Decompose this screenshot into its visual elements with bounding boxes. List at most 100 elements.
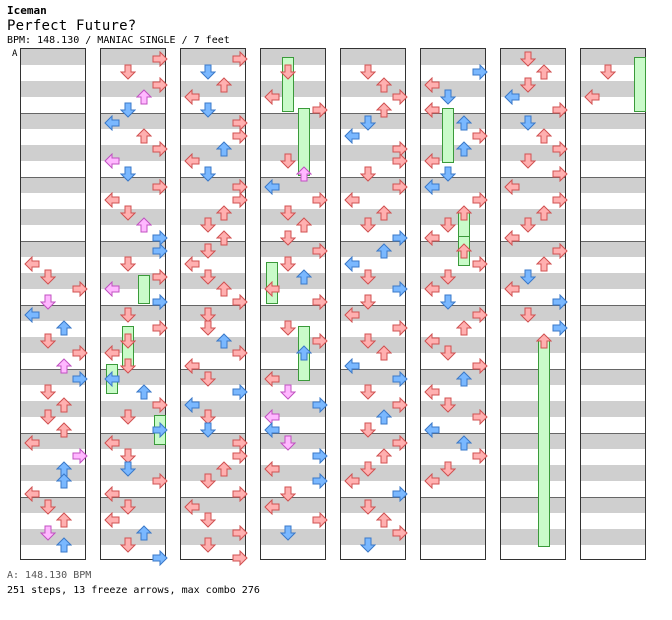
step-arrow-up-icon	[456, 204, 472, 221]
step-arrow-left-icon	[24, 486, 40, 503]
step-arrow-left-icon	[424, 230, 440, 247]
measure-line	[421, 369, 485, 370]
step-arrow-down-icon	[360, 217, 376, 234]
step-arrow-up-icon	[456, 435, 472, 451]
step-arrow-left-icon	[424, 153, 440, 170]
step-arrow-left-icon	[424, 102, 440, 119]
step-arrow-up-icon	[56, 320, 72, 336]
step-arrow-left-icon	[104, 153, 120, 170]
step-arrow-up-icon	[536, 332, 552, 349]
chart-column-6	[420, 48, 488, 560]
column-label: A	[12, 49, 18, 59]
measure-line	[421, 497, 485, 498]
step-arrow-right-icon	[472, 358, 488, 375]
step-arrow-down-icon	[200, 512, 216, 528]
step-arrow-down-icon	[280, 525, 296, 541]
step-arrow-down-icon	[440, 397, 456, 413]
step-arrow-left-icon	[264, 422, 280, 439]
measure-line	[501, 305, 565, 306]
step-arrow-down-icon	[280, 153, 296, 170]
step-arrow-down-icon	[280, 435, 296, 451]
step-arrow-up-icon	[216, 460, 232, 477]
measure-line	[421, 177, 485, 178]
chart-column-1	[20, 48, 88, 560]
step-arrow-left-icon	[424, 383, 440, 400]
step-arrow-down-icon	[200, 243, 216, 259]
measure-line	[181, 433, 245, 434]
step-arrow-left-icon	[24, 255, 40, 272]
measure-line	[341, 369, 405, 370]
measure-line	[21, 433, 85, 434]
step-arrow-up-icon	[456, 371, 472, 387]
step-arrow-left-icon	[424, 281, 440, 298]
step-arrow-left-icon	[264, 179, 280, 195]
measure-line	[101, 177, 165, 178]
step-arrow-right-icon	[552, 294, 568, 311]
measure-line	[421, 241, 485, 242]
step-arrow-down-icon	[440, 166, 456, 182]
step-arrow-down-icon	[120, 499, 136, 515]
step-arrow-right-icon	[392, 89, 408, 106]
measure-line	[21, 241, 85, 242]
step-arrow-up-icon	[376, 512, 392, 528]
step-arrow-down-icon	[200, 371, 216, 387]
step-arrow-down-icon	[200, 537, 216, 554]
step-arrow-right-icon	[552, 140, 568, 157]
measure-line	[261, 177, 325, 178]
freeze-arrow	[442, 108, 454, 164]
step-arrow-down-icon	[520, 115, 536, 131]
measure-line	[581, 305, 645, 306]
measure-line	[181, 241, 245, 242]
measure-line	[501, 369, 565, 370]
measure-line	[261, 433, 325, 434]
step-arrow-down-icon	[200, 102, 216, 118]
step-arrow-left-icon	[184, 396, 200, 413]
chart-column-4	[260, 48, 328, 560]
step-arrow-left-icon	[424, 76, 440, 93]
step-arrow-left-icon	[344, 307, 360, 323]
step-arrow-up-icon	[536, 64, 552, 80]
freeze-arrow	[138, 274, 150, 305]
step-arrow-left-icon	[264, 281, 280, 298]
step-arrow-right-icon	[472, 191, 488, 208]
step-arrow-up-icon	[296, 345, 312, 361]
measure-line	[341, 305, 405, 306]
step-arrow-down-icon	[520, 307, 536, 323]
step-arrow-right-icon	[152, 51, 168, 67]
step-arrow-right-icon	[152, 179, 168, 195]
measure-line	[101, 305, 165, 306]
measure-line	[501, 241, 565, 242]
step-arrow-right-icon	[152, 76, 168, 93]
chart-info: BPM: 148.130 / MANIAC SINGLE / 7 feet	[7, 35, 230, 46]
chart-column-3	[180, 48, 248, 567]
step-arrow-right-icon	[232, 447, 248, 464]
step-arrow-left-icon	[504, 89, 520, 106]
step-arrow-down-icon	[520, 269, 536, 285]
step-arrow-down-icon	[200, 422, 216, 438]
step-arrow-down-icon	[40, 384, 56, 400]
step-arrow-left-icon	[184, 89, 200, 106]
step-arrow-left-icon	[24, 307, 40, 323]
measure-line	[341, 433, 405, 434]
step-arrow-right-icon	[312, 447, 328, 464]
measure-line	[341, 241, 405, 242]
measure-line	[501, 113, 565, 114]
step-arrow-left-icon	[184, 358, 200, 375]
measure-line	[261, 369, 325, 370]
measure-line	[21, 497, 85, 498]
step-arrow-left-icon	[424, 473, 440, 490]
step-arrow-right-icon	[232, 550, 248, 567]
step-arrow-right-icon	[552, 191, 568, 208]
step-arrow-left-icon	[344, 255, 360, 272]
step-arrow-down-icon	[360, 294, 376, 310]
step-arrow-up-icon	[536, 204, 552, 221]
step-arrow-down-icon	[520, 217, 536, 234]
step-arrow-down-icon	[200, 307, 216, 323]
measure-line	[501, 433, 565, 434]
step-arrow-left-icon	[424, 332, 440, 349]
step-arrow-down-icon	[200, 166, 216, 182]
step-arrow-down-icon	[40, 525, 56, 541]
step-arrow-up-icon	[456, 243, 472, 259]
step-arrow-left-icon	[264, 89, 280, 106]
step-arrow-right-icon	[472, 307, 488, 323]
